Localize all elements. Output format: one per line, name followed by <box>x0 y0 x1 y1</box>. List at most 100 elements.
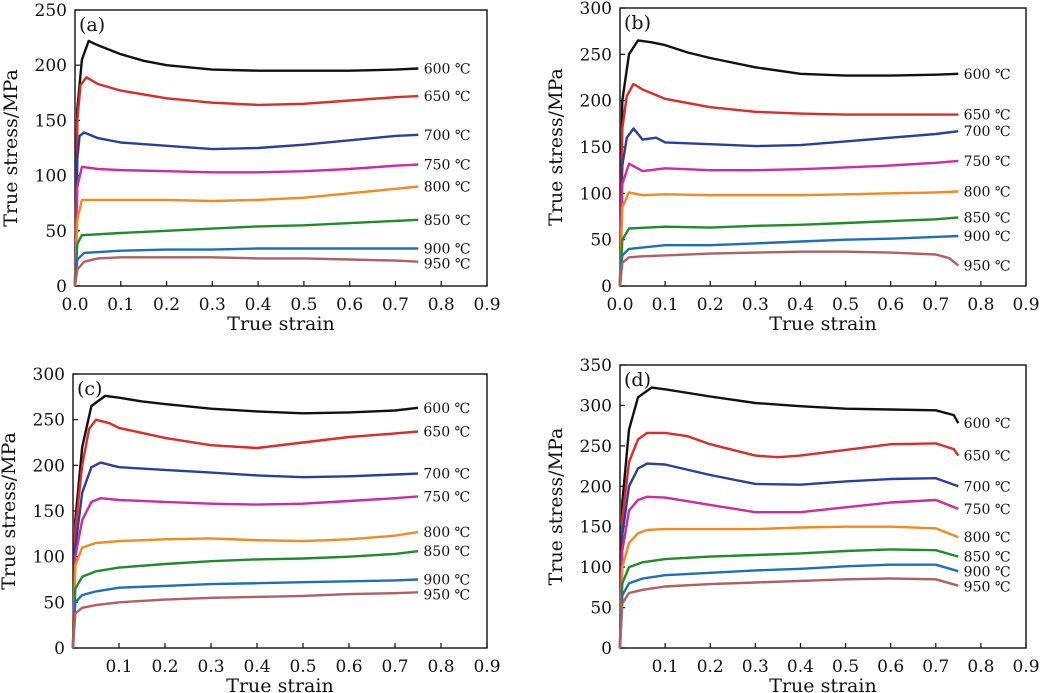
x-tick-label: 0.5 <box>832 295 859 315</box>
series-line-900 <box>73 247 419 287</box>
y-tick-label: 200 <box>35 56 67 76</box>
series-label-700: 700 ℃ <box>424 128 471 144</box>
series-line-900 <box>618 234 959 287</box>
series-label-850: 850 ℃ <box>964 210 1011 226</box>
y-axis-label: True stress/MPa <box>545 428 567 586</box>
series-label-800: 800 ℃ <box>964 530 1011 546</box>
plot-frame <box>74 9 488 287</box>
x-tick-label: 0.7 <box>922 657 949 677</box>
series-label-950: 950 ℃ <box>423 588 470 604</box>
x-axis-label: True strain <box>227 313 334 335</box>
chart-panel-1: 0 50 100 150 200 250 0.0 0.1 0.2 0.3 0.4 0.5 0.6 0.7 0… <box>0 1 501 335</box>
series-label-650: 650 ℃ <box>423 425 470 441</box>
y-tick-label: 300 <box>580 0 612 19</box>
y-tick-label: 250 <box>580 45 612 65</box>
series-line-800 <box>618 525 959 649</box>
x-tick-label: 0.3 <box>197 657 224 677</box>
x-tick-label: 0.4 <box>243 657 270 677</box>
y-tick-label: 0 <box>56 277 67 297</box>
series-label-950: 950 ℃ <box>964 259 1011 275</box>
x-tick-label: 0.3 <box>742 657 769 677</box>
x-tick-label: 0.8 <box>427 657 454 677</box>
y-axis-label: True stress/MPa <box>545 68 567 226</box>
series-line-800 <box>73 185 419 287</box>
series-label-700: 700 ℃ <box>964 479 1011 495</box>
series-line-800 <box>618 190 959 287</box>
series-label-950: 950 ℃ <box>964 580 1011 596</box>
series-line-750 <box>73 163 419 287</box>
x-tick-label: 0.9 <box>473 657 500 677</box>
series-line-950 <box>618 250 960 287</box>
x-tick-label: 0.9 <box>1012 657 1039 677</box>
series-line-600 <box>71 394 419 649</box>
x-tick-label: 0.4 <box>787 657 814 677</box>
series-label-650: 650 ℃ <box>964 449 1011 465</box>
x-tick-label: 0.9 <box>1012 295 1039 315</box>
series-label-600: 600 ℃ <box>424 62 471 78</box>
x-tick-label: 0.4 <box>787 295 814 315</box>
series-label-850: 850 ℃ <box>423 544 470 560</box>
y-tick-label: 300 <box>580 396 612 416</box>
x-tick-label: 0.9 <box>473 295 500 315</box>
series-line-750 <box>71 495 419 649</box>
series-line-900 <box>71 578 419 649</box>
series-line-750 <box>618 159 959 287</box>
plot-frame <box>619 364 1027 649</box>
x-tick-label: 0.2 <box>697 295 724 315</box>
x-tick-label: 0.6 <box>335 657 362 677</box>
y-tick-label: 100 <box>33 548 65 568</box>
y-tick-label: 200 <box>33 456 65 476</box>
series-label-600: 600 ℃ <box>964 416 1011 432</box>
chart-panel-4: 0 50 100 150 200 250 300 350 0.1 0.2 0.3 0.4 0.5 0.6 0… <box>545 356 1040 693</box>
y-tick-label: 150 <box>580 138 612 158</box>
x-axis-label: True strain <box>769 313 876 335</box>
series-label-700: 700 ℃ <box>423 467 470 483</box>
y-tick-label: 250 <box>580 437 612 457</box>
series-line-950 <box>71 591 419 649</box>
y-tick-label: 100 <box>580 558 612 578</box>
series-line-750 <box>618 495 959 649</box>
y-tick-label: 50 <box>43 593 65 613</box>
x-axis-label: True strain <box>226 675 333 693</box>
series-line-950 <box>618 577 959 649</box>
series-label-850: 850 ℃ <box>424 213 471 229</box>
x-tick-label: 0.5 <box>290 295 317 315</box>
y-tick-label: 100 <box>580 184 612 204</box>
series-label-750: 750 ℃ <box>964 154 1011 170</box>
chart-panel-3: 0 50 100 150 200 250 300 0.1 0.2 0.3 0.4 0.5 0.6 0.7 0… <box>0 365 501 693</box>
y-tick-label: 250 <box>33 411 65 431</box>
series-label-750: 750 ℃ <box>424 158 471 174</box>
y-tick-label: 50 <box>45 222 67 242</box>
series-label-600: 600 ℃ <box>964 67 1011 83</box>
series-line-950 <box>73 256 419 287</box>
series-label-950: 950 ℃ <box>424 256 471 272</box>
series-line-600 <box>618 39 959 287</box>
y-tick-label: 0 <box>601 639 612 659</box>
x-tick-label: 0.2 <box>153 295 180 315</box>
series-label-900: 900 ℃ <box>423 573 470 589</box>
chart-panel-2: 0 50 100 150 200 250 300 0.0 0.1 0.2 0.3 0.4 0.5 0.6 0… <box>545 0 1040 335</box>
panel-label: (b) <box>624 12 651 34</box>
x-tick-label: 0.7 <box>922 295 949 315</box>
series-line-900 <box>618 563 959 649</box>
y-tick-label: 50 <box>590 231 612 251</box>
x-tick-label: 0.6 <box>877 295 904 315</box>
x-tick-label: 0.6 <box>877 657 904 677</box>
series-line-850 <box>618 216 959 287</box>
series-line-650 <box>618 431 960 649</box>
series-label-800: 800 ℃ <box>424 180 471 196</box>
y-tick-label: 200 <box>580 477 612 497</box>
series-label-900: 900 ℃ <box>964 565 1011 581</box>
series-line-700 <box>73 131 419 287</box>
x-tick-label: 0.6 <box>336 295 363 315</box>
x-tick-label: 0.2 <box>151 657 178 677</box>
y-axis-label: True stress/MPa <box>0 69 22 227</box>
y-tick-label: 150 <box>35 111 67 131</box>
y-tick-label: 150 <box>33 502 65 522</box>
x-tick-label: 0.0 <box>606 295 633 315</box>
y-tick-label: 100 <box>35 167 67 187</box>
series-label-750: 750 ℃ <box>423 489 470 505</box>
x-tick-label: 0.8 <box>428 295 455 315</box>
series-label-900: 900 ℃ <box>424 241 471 257</box>
